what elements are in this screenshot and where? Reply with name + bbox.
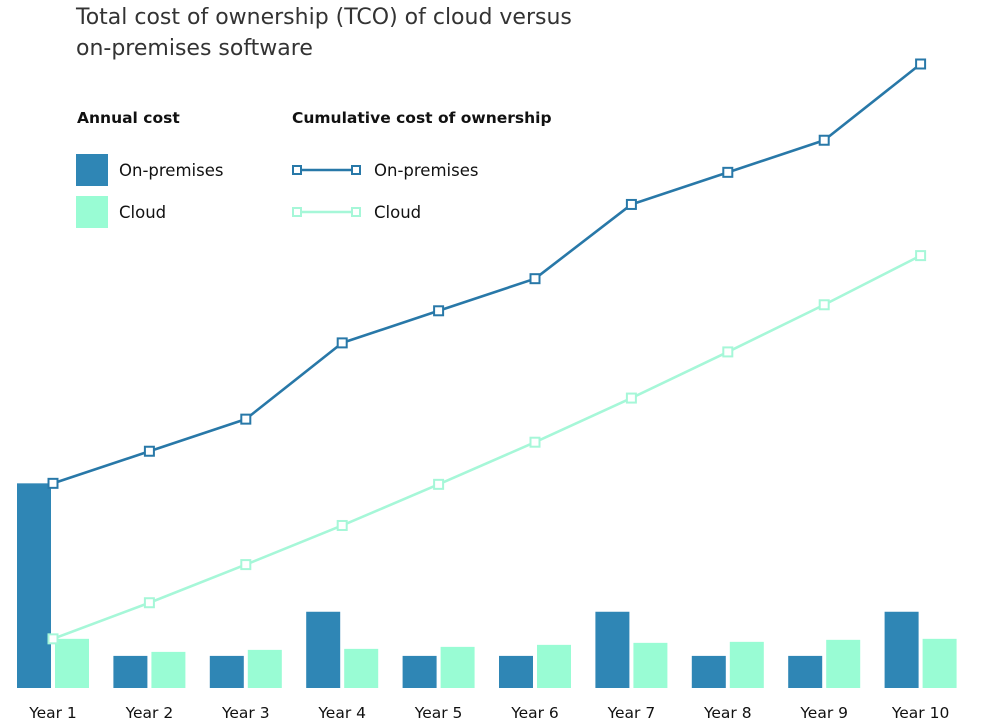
bar-on-premises-year-9: [788, 655, 823, 688]
marker-cumulative-cloud-year-4: [336, 519, 348, 531]
marker-cumulative-on-premises-year-10: [915, 58, 927, 70]
marker-cumulative-cloud-year-1: [47, 633, 59, 645]
bar-cloud-year-1: [55, 638, 89, 688]
marker-cumulative-on-premises-year-6: [529, 273, 541, 285]
bar-on-premises-year-6: [499, 655, 533, 688]
bar-on-premises-year-7: [595, 611, 630, 688]
marker-cumulative-cloud-year-9: [818, 299, 830, 311]
legend-item-annual-cloud: Cloud: [76, 196, 166, 228]
x-tick-label-year-10: Year 10: [891, 704, 949, 720]
marker-cumulative-on-premises-year-8: [722, 166, 734, 178]
legend-swatch-cumulative-cloud-marker-start: [292, 207, 302, 217]
marker-cumulative-cloud-year-5: [433, 478, 445, 490]
bar-on-premises-year-10: [884, 611, 919, 688]
legend-swatch-cumulative-cloud-marker-end: [351, 207, 361, 217]
marker-cumulative-on-premises-year-7: [625, 198, 637, 210]
legend-swatch-annual-on-premises: [76, 154, 108, 186]
marker-cumulative-on-premises-year-1: [47, 477, 59, 489]
bar-cloud-year-7: [633, 642, 668, 688]
marker-cumulative-on-premises-year-2: [143, 445, 155, 457]
x-tick-label-year-4: Year 4: [317, 704, 366, 720]
bar-on-premises-year-8: [691, 655, 726, 688]
legend-item-annual-on-premises: On-premises: [76, 154, 223, 186]
x-tick-label-year-3: Year 3: [221, 704, 270, 720]
legend-heading-annual: Annual cost: [77, 109, 180, 127]
bar-cloud-year-10: [922, 638, 957, 688]
bar-cloud-year-8: [729, 641, 764, 688]
x-tick-label-year-6: Year 6: [510, 704, 559, 720]
marker-cumulative-cloud-year-7: [625, 392, 637, 404]
legend-swatch-cumulative-on-premises: [292, 165, 361, 175]
x-tick-label-year-9: Year 9: [799, 704, 848, 720]
bar-on-premises-year-2: [113, 655, 148, 688]
marker-cumulative-on-premises-year-4: [336, 337, 348, 349]
bar-cloud-year-6: [537, 644, 571, 688]
bar-on-premises-year-5: [402, 655, 437, 688]
marker-cumulative-cloud-year-3: [240, 559, 252, 571]
x-tick-label-year-7: Year 7: [607, 704, 656, 720]
legend-heading-cumulative: Cumulative cost of ownership: [292, 109, 552, 127]
line-cumulative-on-premises: [52, 62, 922, 485]
marker-cumulative-on-premises-year-9: [818, 134, 830, 146]
legend-item-cumulative-cloud: Cloud: [291, 196, 421, 228]
bar-cloud-year-5: [440, 646, 475, 688]
legend-item-cumulative-on-premises: On-premises: [291, 154, 478, 186]
legend-swatch-cumulative-on-premises-marker-start: [292, 165, 302, 175]
bar-on-premises-year-3: [209, 655, 244, 688]
bar-cloud-year-4: [344, 648, 379, 688]
legend-label-cumulative-on-premises: On-premises: [374, 160, 479, 180]
legend-swatch-annual-cloud: [76, 196, 108, 228]
marker-cumulative-on-premises-year-3: [240, 413, 252, 425]
marker-cumulative-cloud-year-6: [529, 436, 541, 448]
bar-cloud-year-3: [247, 649, 282, 688]
bar-on-premises-year-4: [306, 611, 341, 688]
chart-title: Total cost of ownership (TCO) of cloud v…: [76, 5, 572, 61]
legend-label-cumulative-cloud: Cloud: [374, 202, 422, 222]
x-tick-label-year-2: Year 2: [125, 704, 174, 720]
legend-label-annual-on-premises: On-premises: [119, 160, 224, 180]
x-tick-label-year-5: Year 5: [414, 704, 463, 720]
legend-swatch-cumulative-cloud: [292, 207, 361, 217]
marker-cumulative-cloud-year-8: [722, 346, 734, 358]
marker-cumulative-cloud-year-2: [143, 597, 155, 609]
marker-cumulative-on-premises-year-5: [433, 305, 445, 317]
x-tick-label-year-8: Year 8: [703, 704, 752, 720]
bar-on-premises-year-1: [17, 483, 51, 688]
bar-cloud-year-2: [151, 651, 186, 688]
line-cumulative-cloud: [52, 254, 922, 641]
x-tick-label-year-1: Year 1: [28, 704, 77, 720]
legend-label-annual-cloud: Cloud: [119, 202, 167, 222]
marker-cumulative-cloud-year-10: [915, 250, 927, 262]
legend-swatch-cumulative-on-premises-marker-end: [351, 165, 361, 175]
bar-cloud-year-9: [826, 639, 861, 688]
